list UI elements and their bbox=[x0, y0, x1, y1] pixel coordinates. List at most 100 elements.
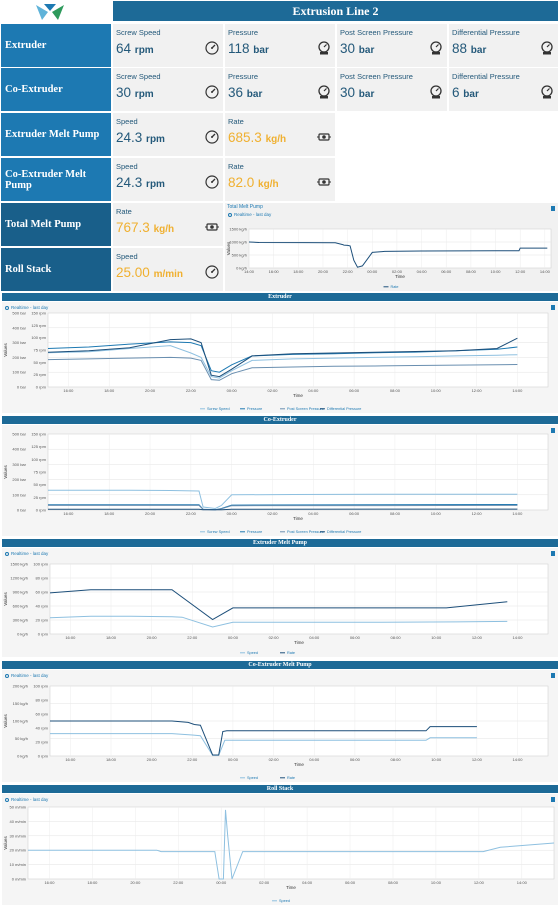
x-tick-label: 04:00 bbox=[308, 388, 319, 393]
pump-icon bbox=[317, 133, 331, 141]
co-extruder-melt-pump-chart-panel: Realtime - last day 200 kg/h 150 kg/h 100 … bbox=[2, 670, 558, 782]
y-tick-label: 400 bar bbox=[12, 447, 26, 452]
card-extruder-melt-pump-speed: Speed 24.3 rpm bbox=[113, 113, 223, 156]
row-label-co-extruder-melt-pump: Co-Extruder Melt Pump bbox=[1, 158, 111, 201]
legend-item: Post Screen Pressure bbox=[287, 407, 324, 411]
metric-label: Differential Pressure bbox=[452, 28, 520, 37]
x-axis-title: Time bbox=[294, 762, 304, 767]
y-tick-label: 900 kg/h bbox=[13, 590, 28, 595]
x-tick-label: 18:00 bbox=[104, 388, 115, 393]
x-tick-label: 08:00 bbox=[391, 757, 402, 762]
plot-area bbox=[27, 806, 555, 880]
y-axis-title: Values bbox=[3, 836, 8, 850]
row-label-co-extruder: Co-Extruder bbox=[1, 68, 111, 111]
y-tick-label-inner: 60 rpm bbox=[36, 590, 49, 595]
x-tick-label: 10:00 bbox=[491, 269, 502, 274]
y-tick-label-inner: 25 rpm bbox=[34, 372, 47, 377]
realtime-selector[interactable]: Realtime - last day bbox=[5, 797, 48, 802]
y-tick-label: 600 kg/h bbox=[13, 604, 28, 609]
x-tick-label: 14:00 bbox=[513, 635, 524, 640]
section-title-extruder: Extruder bbox=[2, 293, 558, 301]
x-tick-label: 04:00 bbox=[309, 757, 320, 762]
y-tick-label-inner: 0 rpm bbox=[36, 385, 47, 390]
download-icon[interactable] bbox=[551, 797, 555, 802]
pressure-icon bbox=[430, 41, 442, 55]
x-tick-label: 10:00 bbox=[431, 757, 442, 762]
metric-label: Speed bbox=[116, 162, 138, 171]
download-icon[interactable] bbox=[551, 673, 555, 678]
legend-item: Screw Speed bbox=[207, 407, 230, 411]
realtime-selector[interactable]: Realtime - last day bbox=[5, 305, 48, 310]
card-co-extruder-post-screen-pressure: Post Screen Pressure 30 bar bbox=[337, 68, 447, 111]
plot-area bbox=[248, 228, 552, 269]
y-tick-label-inner: 80 rpm bbox=[36, 576, 49, 581]
x-tick-label: 10:00 bbox=[431, 511, 442, 516]
download-icon[interactable] bbox=[551, 428, 555, 433]
x-tick-label: 14:00 bbox=[512, 388, 523, 393]
y-tick-label: 10 m/min bbox=[10, 862, 26, 867]
x-tick-label: 00:00 bbox=[228, 635, 239, 640]
y-tick-label: 300 kg/h bbox=[13, 618, 28, 623]
y-tick-label-inner: 75 rpm bbox=[34, 348, 47, 353]
metric-value: 685.3 kg/h bbox=[228, 130, 287, 145]
x-tick-label: 02:00 bbox=[269, 635, 280, 640]
metric-value: 64 rpm bbox=[116, 41, 154, 56]
y-tick-label: 0 bar bbox=[17, 508, 27, 513]
x-tick-label: 20:00 bbox=[318, 269, 329, 274]
clock-icon bbox=[228, 212, 232, 217]
legend-item: Differential Pressure bbox=[327, 530, 361, 534]
x-tick-label: 16:00 bbox=[44, 880, 55, 885]
x-tick-label: 00:00 bbox=[227, 511, 238, 516]
download-icon[interactable] bbox=[551, 551, 555, 556]
gauge-icon bbox=[205, 265, 219, 279]
x-tick-label: 16:00 bbox=[63, 388, 74, 393]
y-tick-label: 0 m/min bbox=[12, 877, 26, 882]
x-tick-label: 14:00 bbox=[540, 269, 551, 274]
metric-label: Rate bbox=[228, 162, 244, 171]
x-tick-label: 22:00 bbox=[343, 269, 354, 274]
x-tick-label: 12:00 bbox=[472, 388, 483, 393]
x-tick-label: 02:00 bbox=[392, 269, 403, 274]
metric-value: 36 bar bbox=[228, 85, 263, 100]
y-tick-label-inner: 50 rpm bbox=[34, 482, 47, 487]
y-tick-label: 20 m/min bbox=[10, 848, 26, 853]
x-tick-label: 14:00 bbox=[244, 269, 255, 274]
realtime-selector[interactable]: Realtime - last day bbox=[5, 551, 48, 556]
x-tick-label: 16:00 bbox=[65, 635, 76, 640]
x-tick-label: 22:00 bbox=[187, 757, 198, 762]
x-tick-label: 04:00 bbox=[417, 269, 428, 274]
row-label-total-melt-pump: Total Melt Pump bbox=[1, 203, 111, 246]
card-co-extruder-melt-pump-rate: Rate 82.0 kg/h bbox=[225, 158, 335, 201]
realtime-selector[interactable]: Realtime - last day bbox=[5, 673, 48, 678]
legend-item: Speed bbox=[279, 899, 290, 903]
x-tick-label: 12:00 bbox=[515, 269, 526, 274]
metric-label: Screw Speed bbox=[116, 72, 161, 81]
chart-title: Total Melt Pump bbox=[227, 204, 263, 210]
y-tick-label: 0 kg/h bbox=[17, 754, 28, 759]
x-tick-label: 14:00 bbox=[517, 880, 528, 885]
download-icon[interactable] bbox=[551, 206, 555, 211]
y-tick-label: 1000 kg/h bbox=[229, 240, 247, 245]
x-tick-label: 16:00 bbox=[63, 511, 74, 516]
y-tick-label: 300 bar bbox=[12, 462, 26, 467]
metric-label: Rate bbox=[228, 117, 244, 126]
x-tick-label: 06:00 bbox=[350, 635, 361, 640]
realtime-selector[interactable]: Realtime - last day bbox=[228, 212, 271, 217]
co-extruder-chart: 500 bar 400 bar 300 bar 200 bar 100 bar 0 bar… bbox=[3, 432, 549, 534]
extruder-melt-pump-chart-panel: Realtime - last day 1500 kg/h 1200 kg/h 90… bbox=[2, 548, 558, 657]
metric-label: Differential Pressure bbox=[452, 72, 520, 81]
series-line bbox=[49, 615, 508, 628]
x-tick-label: 18:00 bbox=[293, 269, 304, 274]
y-tick-label: 1200 kg/h bbox=[10, 576, 28, 581]
pressure-icon bbox=[430, 85, 442, 99]
metric-label: Pressure bbox=[228, 28, 259, 37]
x-tick-label: 08:00 bbox=[390, 511, 401, 516]
y-tick-label: 40 m/min bbox=[10, 819, 26, 824]
x-tick-label: 06:00 bbox=[349, 511, 360, 516]
download-icon[interactable] bbox=[551, 305, 555, 310]
y-tick-label-inner: 150 rpm bbox=[31, 432, 46, 437]
legend-item: Rate bbox=[391, 285, 399, 289]
clock-icon bbox=[5, 305, 9, 310]
y-tick-label-inner: 50 rpm bbox=[34, 360, 47, 365]
pressure-icon bbox=[541, 85, 553, 99]
